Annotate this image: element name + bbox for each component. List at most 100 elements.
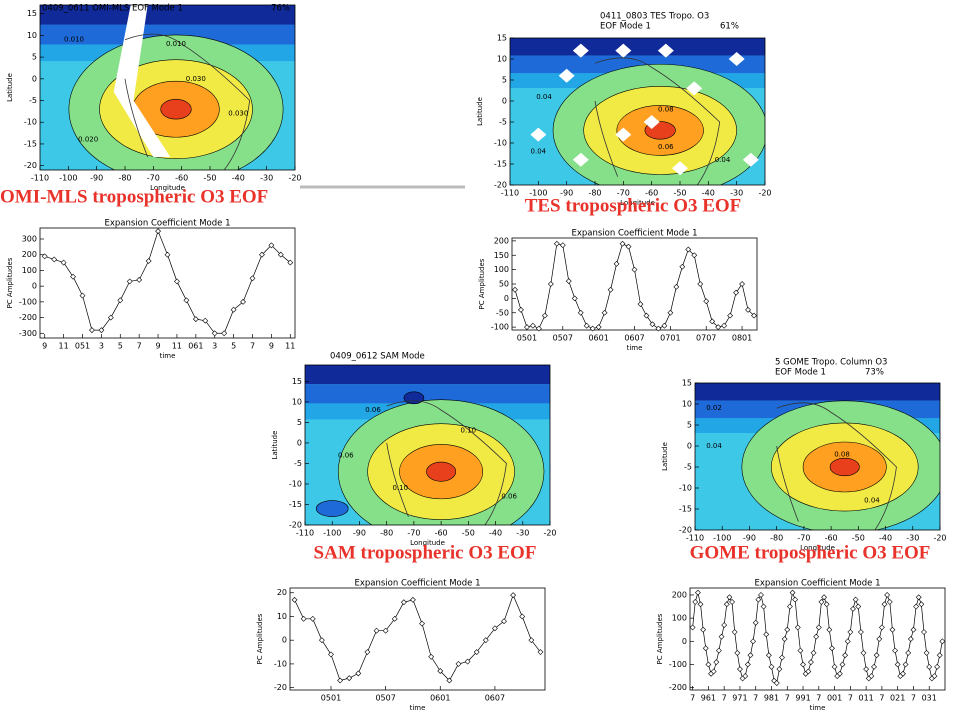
point	[784, 626, 791, 633]
map	[695, 383, 940, 530]
contour-label: 0.04	[706, 442, 722, 450]
y-tick-label: -15	[679, 505, 692, 514]
point	[805, 668, 812, 675]
point	[758, 592, 764, 598]
y-tick-label: -200	[19, 313, 37, 322]
map-title: EOF Mode 1	[775, 368, 826, 378]
point	[765, 652, 772, 659]
point	[902, 661, 909, 668]
y-tick-label: -5	[294, 459, 302, 468]
contour-label: 0.10	[392, 484, 408, 492]
map	[305, 365, 550, 525]
point	[905, 649, 912, 656]
x-tick-label: -100	[323, 529, 341, 538]
x-tick-label: -50	[462, 529, 475, 538]
coastline	[386, 400, 507, 525]
mask-diamond	[686, 81, 703, 96]
y-tick-label: 150	[494, 251, 509, 260]
point	[703, 298, 710, 305]
y-tick-label: -300	[19, 329, 37, 338]
point	[921, 629, 927, 635]
mask-strip	[113, 5, 171, 157]
x-tick-label: 051	[75, 342, 90, 351]
x-tick-label: -70	[407, 529, 420, 538]
mask-diamond	[643, 115, 660, 129]
mask-diamond	[615, 43, 632, 58]
point	[613, 260, 620, 267]
y-tick-label: 15	[292, 377, 302, 386]
x-axis-label: time	[410, 704, 426, 712]
contour-level	[829, 457, 860, 477]
x-tick-label: 11	[172, 342, 182, 351]
point	[619, 240, 626, 247]
contour-label: 0.08	[834, 450, 850, 458]
point	[923, 649, 930, 656]
point	[857, 629, 864, 635]
x-tick-label: -100	[713, 534, 731, 543]
point	[850, 605, 856, 612]
point	[164, 251, 171, 258]
band-blue	[40, 24, 295, 45]
x-tick-label: -30	[260, 174, 273, 183]
point	[742, 673, 749, 680]
point	[649, 321, 656, 328]
y-tick-label: 10	[497, 55, 507, 64]
map	[40, 5, 295, 170]
band-dark	[40, 5, 295, 25]
contour-label: 0.10	[461, 427, 477, 435]
point	[355, 670, 362, 677]
x-tick-label: -100	[529, 189, 547, 198]
point	[697, 281, 704, 287]
point	[268, 242, 275, 249]
mask-diamond	[558, 68, 575, 83]
x-tick-label: 7	[911, 694, 916, 703]
mask-diamond	[572, 43, 589, 58]
x-tick-label: -60	[435, 529, 448, 538]
contour-label: 0.06	[658, 143, 674, 151]
y-tick-label: 100	[494, 265, 509, 274]
x-tick-label: 7	[137, 342, 142, 351]
point	[931, 673, 938, 680]
x-tick-label: -50	[673, 189, 686, 198]
point	[419, 620, 425, 627]
point	[259, 251, 265, 258]
x-tick-label: 0707	[696, 334, 716, 343]
point	[547, 281, 554, 287]
y-tick-label: 10	[292, 397, 302, 406]
point	[831, 663, 838, 670]
mask-diamond	[742, 152, 759, 167]
x-tick-label: 5	[118, 342, 123, 351]
series-line	[294, 594, 541, 682]
y-axis-label: Latitude	[271, 431, 279, 460]
point	[913, 603, 920, 610]
point	[346, 675, 353, 682]
contour-label: 0.020	[78, 136, 98, 144]
point	[884, 592, 891, 598]
y-tick-label: 200	[494, 236, 509, 245]
x-tick-label: -110	[31, 174, 49, 183]
point	[211, 330, 218, 337]
x-tick-label: -80	[588, 189, 601, 198]
point	[512, 286, 518, 293]
point	[900, 670, 906, 677]
y-tick-label: -5	[499, 118, 507, 127]
x-axis-label: Longitude	[800, 544, 835, 552]
contour-level	[426, 461, 457, 482]
x-tick-label: -110	[686, 534, 704, 543]
point	[763, 631, 770, 638]
x-tick-label: -70	[617, 189, 630, 198]
point	[679, 263, 686, 270]
band-dark	[305, 365, 550, 385]
point	[744, 661, 751, 668]
x-axis-label: time	[627, 344, 643, 352]
point	[136, 276, 143, 283]
point	[559, 242, 566, 249]
map-title: 0409_0612 SAM Mode	[330, 352, 425, 362]
point	[729, 598, 735, 605]
x-tick-label: -110	[501, 189, 519, 198]
point	[892, 647, 898, 654]
x-tick-label: -60	[645, 189, 658, 198]
contour-label: 0.030	[186, 75, 206, 83]
y-axis-label: Latitude	[6, 73, 14, 102]
point	[145, 258, 152, 264]
